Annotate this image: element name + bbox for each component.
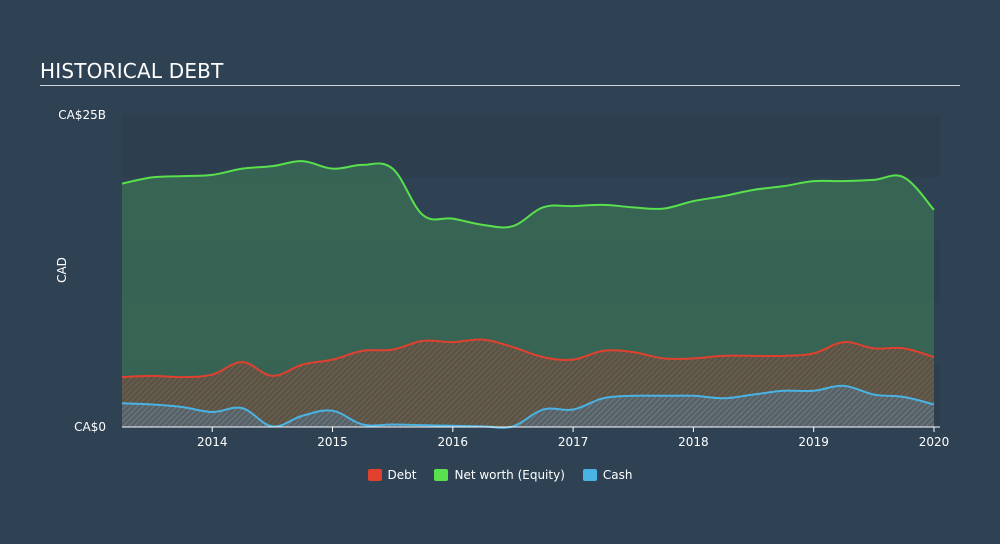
chart-title: HISTORICAL DEBT	[40, 59, 224, 83]
cash-line	[121, 384, 935, 429]
debt-line	[121, 338, 935, 379]
axes: 2014 2015 2016 2017 2018 2019 2020 CA$25B CA$0	[58, 108, 949, 449]
legend-swatch	[367, 469, 382, 481]
legend-item-cash: Cash	[582, 468, 633, 482]
x-tick-label-2020: 2020	[919, 435, 950, 449]
legend-swatch	[582, 469, 597, 481]
legend-item-debt: Debt	[367, 468, 417, 482]
net-worth-equity-line	[121, 160, 935, 229]
cash-area	[122, 385, 934, 428]
legend-item-net-worth-equity: Net worth (Equity)	[434, 468, 565, 482]
legend-label: Debt	[387, 468, 417, 482]
x-tick-label-2015: 2015	[317, 435, 348, 449]
x-tick-label-2018: 2018	[678, 435, 709, 449]
series-lines	[121, 160, 935, 429]
y-axis-label: CAD	[55, 257, 69, 283]
x-tick-label-2019: 2019	[798, 435, 829, 449]
x-tick-label-2016: 2016	[438, 435, 469, 449]
y-tick-label: CA$25B	[58, 108, 106, 122]
y-tick-label: CA$0	[74, 420, 106, 434]
x-tick-label-2014: 2014	[197, 435, 228, 449]
legend-label: Net worth (Equity)	[454, 468, 565, 482]
legend: Debt Net worth (Equity) Cash	[0, 468, 1000, 482]
legend-swatch	[434, 469, 449, 481]
title-divider	[40, 85, 960, 86]
legend-label: Cash	[602, 468, 633, 482]
x-tick-label-2017: 2017	[558, 435, 589, 449]
